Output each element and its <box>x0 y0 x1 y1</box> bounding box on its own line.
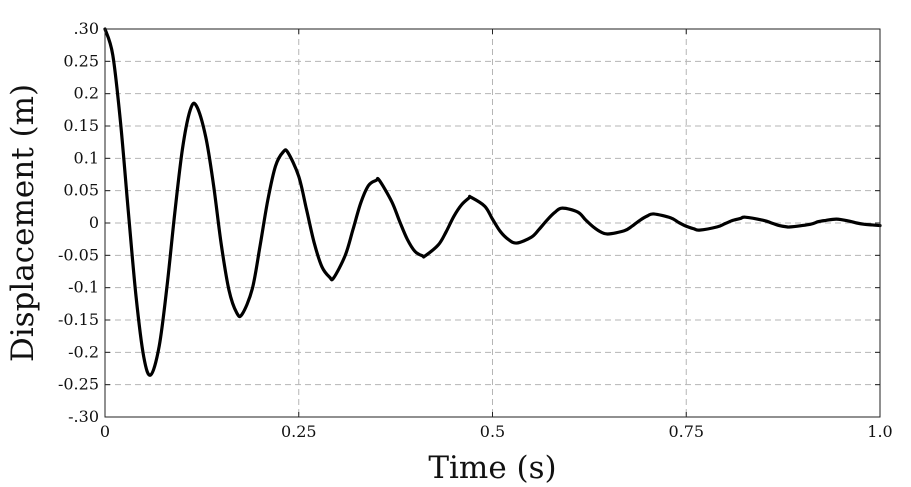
y-tick-label: 0.25 <box>63 51 99 70</box>
x-tick-label: 1.0 <box>867 422 892 441</box>
grid <box>105 29 880 417</box>
y-tick-label: 0 <box>89 213 99 232</box>
y-tick-label: 0.2 <box>74 84 99 103</box>
y-tick-label: -0.25 <box>58 375 99 394</box>
y-tick-label: -0.2 <box>68 342 99 361</box>
x-tick-label: 0.25 <box>281 422 317 441</box>
x-tick-label: 0.75 <box>668 422 704 441</box>
y-tick-label: -0.15 <box>58 310 99 329</box>
x-axis-title: Time (s) <box>428 450 556 486</box>
series-layer <box>103 27 882 377</box>
y-tick-label: -0.05 <box>58 245 99 264</box>
tick-labels: 0 0.25 0.5 0.75 1.0 .30 0.25 0.2 0.15 0.1 0.05 0 -0.… <box>58 19 893 441</box>
y-tick-label: 0.1 <box>74 148 99 167</box>
x-tick-label: 0.5 <box>480 422 505 441</box>
y-tick-label: 0.15 <box>63 116 99 135</box>
y-tick-label: .30 <box>74 19 99 38</box>
y-tick-label: -0.1 <box>68 278 99 297</box>
y-tick-label: 0.05 <box>63 181 99 200</box>
ticks <box>104 28 881 418</box>
series-line-0 <box>103 27 882 377</box>
y-tick-label: -.30 <box>68 407 99 426</box>
x-tick-label: 0 <box>100 422 110 441</box>
y-axis-title: Displacement (m) <box>5 84 41 362</box>
